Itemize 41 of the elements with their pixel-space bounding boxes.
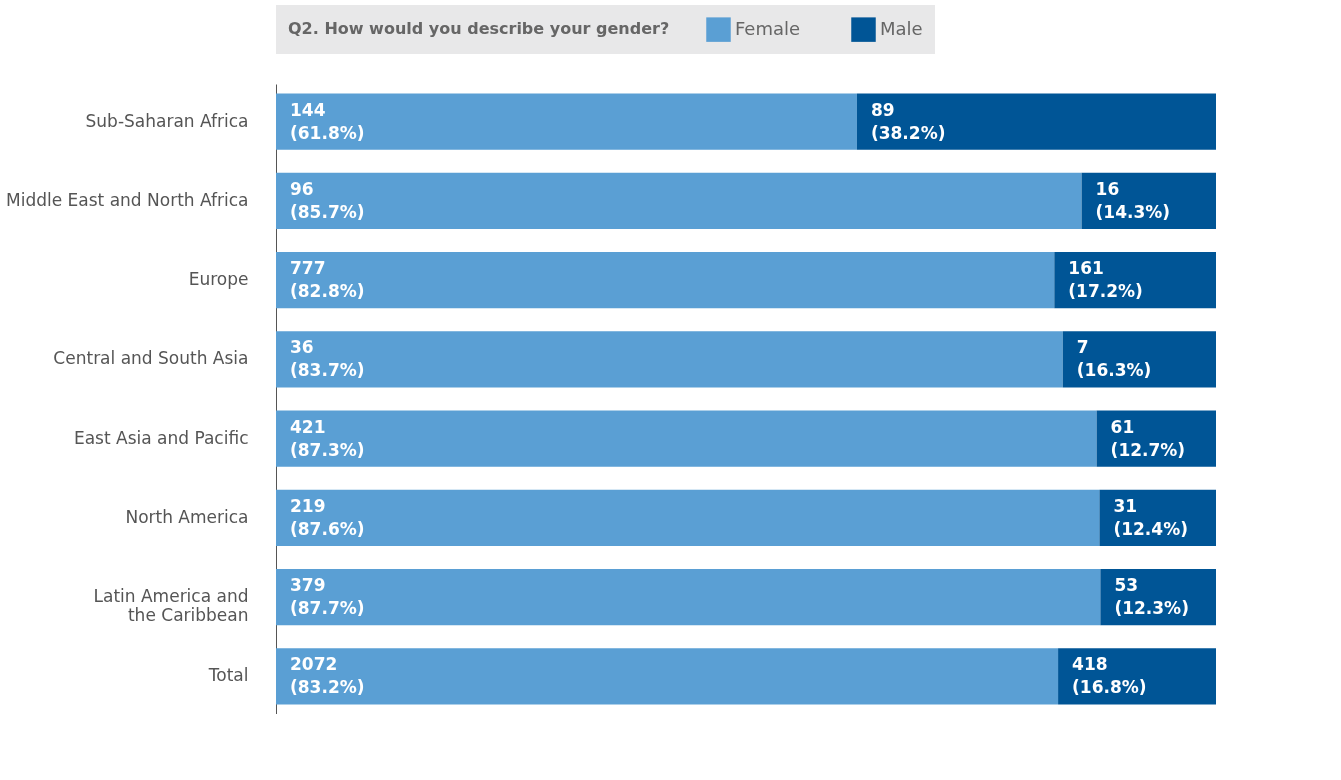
y-tick-label: Europe [188, 269, 249, 290]
bar [276, 252, 1055, 309]
y-tick-label: Middle East and North Africa [6, 189, 249, 210]
bar [276, 489, 1100, 546]
y-tick-label: Central and South Asia [53, 348, 249, 369]
data-label: 144 (61.8%) [290, 99, 365, 143]
y-tick-label: North America [125, 506, 249, 527]
bar [276, 93, 857, 150]
y-tick-label: Total [207, 665, 249, 686]
y-tick-label: East Asia and Pacific [73, 427, 249, 448]
legend-label: Female [735, 17, 801, 39]
data-label: 161 (17.2%) [1068, 258, 1143, 302]
data-label: 7 (16.3%) [1076, 337, 1152, 381]
y-tick-label: Latin America and the Caribbean [93, 586, 249, 626]
bar [856, 93, 1216, 150]
data-label: 418 (16.8%) [1072, 654, 1147, 698]
data-label: 16 (14.3%) [1095, 178, 1171, 222]
bar [1058, 648, 1216, 705]
bar [276, 568, 1101, 626]
data-label: 2072 (83.2%) [290, 654, 365, 698]
bar [276, 331, 1063, 388]
bar [1096, 410, 1216, 467]
data-label: 379 (87.7%) [290, 575, 365, 619]
data-label: 31 (12.4%) [1113, 495, 1188, 539]
legend-title: Q2. How would you describe your gender? [288, 19, 670, 38]
bar [276, 648, 1059, 705]
data-label: 219 (87.6%) [290, 495, 365, 539]
bar [276, 172, 1082, 230]
bar [1054, 252, 1216, 309]
data-label: 36 (83.7%) [290, 337, 365, 381]
data-label: 421 (87.3%) [290, 416, 365, 460]
data-label: 53 (12.3%) [1114, 575, 1189, 619]
data-label: 96 (85.7%) [290, 178, 365, 222]
data-label: 89 (38.2%) [870, 99, 946, 143]
data-label: 61 (12.7%) [1110, 416, 1186, 460]
bar [1081, 172, 1216, 230]
bar [1062, 331, 1216, 388]
bar [276, 410, 1097, 467]
y-tick-label: Sub-Saharan Africa [85, 110, 249, 131]
data-label: 777 (82.8%) [290, 258, 365, 302]
legend-label: Male [880, 17, 923, 39]
